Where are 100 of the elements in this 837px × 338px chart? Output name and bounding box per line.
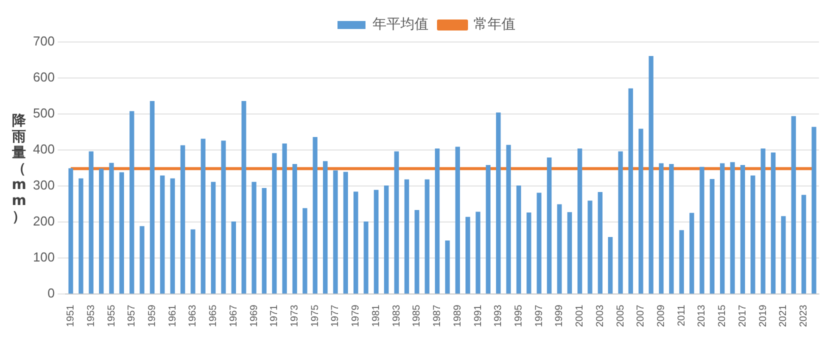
bar <box>628 88 634 294</box>
bar <box>109 162 114 294</box>
bar <box>88 151 94 294</box>
x-tick-label: 1985 <box>412 304 423 328</box>
bar <box>557 204 562 294</box>
x-tick-label: 1963 <box>188 304 199 328</box>
x-tick-label: 2015 <box>717 304 728 328</box>
bar <box>669 164 674 294</box>
bar <box>404 179 410 294</box>
bar <box>526 212 532 294</box>
bar <box>180 145 186 294</box>
bar <box>536 192 542 294</box>
bar <box>150 101 155 294</box>
x-tick-label: 1975 <box>310 304 321 328</box>
x-tick-label: 1987 <box>432 304 444 328</box>
bar <box>374 190 379 294</box>
bar <box>424 179 430 294</box>
bar <box>588 200 592 294</box>
bar <box>140 226 144 294</box>
bar <box>679 230 684 294</box>
bar <box>302 208 308 294</box>
bar <box>130 111 134 294</box>
bar <box>516 186 522 294</box>
y-tick-label: 200 <box>32 213 55 228</box>
x-tick-label: 1991 <box>472 304 484 328</box>
x-tick-label: 2023 <box>798 304 810 328</box>
bar <box>658 163 664 294</box>
x-tick-label: 1999 <box>554 304 566 328</box>
bar <box>200 138 206 294</box>
bar <box>384 186 389 294</box>
bar <box>242 101 246 294</box>
x-tick-label: 1973 <box>290 304 300 328</box>
bar <box>710 179 714 294</box>
bar <box>465 216 470 294</box>
bar <box>231 221 236 294</box>
bar <box>496 112 501 294</box>
bar <box>170 178 175 294</box>
x-tick-label: 1981 <box>370 304 382 328</box>
x-tick-label: 2007 <box>636 304 647 328</box>
x-tick-label: 2011 <box>676 304 688 326</box>
x-tick-label: 1969 <box>248 304 260 328</box>
x-tick-label: 2009 <box>656 304 667 328</box>
bar <box>394 151 399 294</box>
bar <box>648 56 654 294</box>
bar <box>506 144 511 294</box>
y-tick-label: 500 <box>32 106 55 121</box>
x-tick-label: 1979 <box>350 304 362 328</box>
x-tick-label: 1961 <box>167 304 178 328</box>
bar <box>160 175 165 294</box>
bar <box>68 168 74 294</box>
bar <box>760 148 766 294</box>
bar <box>343 172 348 294</box>
bar <box>812 126 816 294</box>
bar <box>221 140 226 294</box>
bar <box>434 148 440 294</box>
x-tick-label: 2021 <box>778 304 790 328</box>
x-tick-label: 1977 <box>330 304 342 328</box>
bar <box>577 148 582 294</box>
bar <box>414 210 420 294</box>
y-tick-label: 100 <box>32 249 55 264</box>
bar <box>567 212 572 294</box>
x-tick-label: 1983 <box>391 304 402 328</box>
x-tick-label: 1955 <box>106 304 118 328</box>
x-tick-label: 2019 <box>758 304 769 328</box>
bar <box>445 240 450 294</box>
bar <box>720 163 725 294</box>
y-tick-label: 700 <box>32 34 55 49</box>
bar <box>730 162 735 294</box>
y-axis-title: 降雨量（mm） <box>10 113 28 225</box>
bar <box>262 188 267 294</box>
x-tick-label: 1959 <box>146 304 158 328</box>
bar <box>801 194 806 294</box>
x-tick-label: 1989 <box>452 304 464 328</box>
x-tick-label: 1967 <box>228 304 240 328</box>
bar <box>486 165 491 294</box>
legend-label: 常年值 <box>474 16 516 33</box>
x-tick-label: 2003 <box>594 304 606 328</box>
bar <box>119 172 124 294</box>
x-tick-label: 1965 <box>208 304 220 328</box>
bar <box>476 212 480 294</box>
bar <box>608 236 613 294</box>
bar <box>455 146 460 294</box>
bar <box>354 192 358 294</box>
bar <box>781 216 786 294</box>
bar <box>689 212 694 294</box>
bar <box>252 182 256 294</box>
y-tick-label: 300 <box>32 177 55 192</box>
bar <box>312 136 318 294</box>
bar <box>750 175 756 294</box>
bar <box>190 229 196 294</box>
bar <box>740 165 746 294</box>
x-tick-label: 1971 <box>269 304 280 328</box>
x-tick-label: 1953 <box>86 304 97 328</box>
x-tick-label: 1995 <box>513 304 524 328</box>
bar <box>546 157 552 294</box>
x-tick-label: 1997 <box>534 304 545 328</box>
bar <box>638 128 644 294</box>
bar <box>210 182 216 294</box>
bar <box>364 221 368 294</box>
bar <box>78 178 84 294</box>
